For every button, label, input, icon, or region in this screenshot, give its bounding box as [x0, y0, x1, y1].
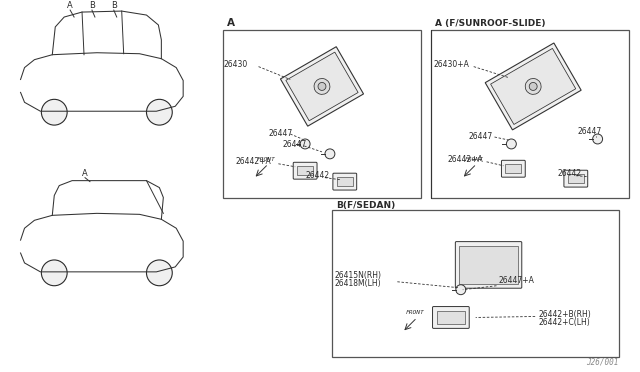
- Bar: [436, 311, 465, 324]
- Text: 26442+A: 26442+A: [236, 157, 271, 166]
- FancyBboxPatch shape: [293, 162, 317, 179]
- Circle shape: [42, 99, 67, 125]
- Circle shape: [593, 134, 603, 144]
- Text: FRONT: FRONT: [465, 157, 483, 162]
- Bar: [297, 166, 313, 175]
- Text: B(F/SEDAN): B(F/SEDAN): [336, 201, 395, 211]
- Circle shape: [42, 260, 67, 286]
- Text: 26447: 26447: [578, 127, 602, 136]
- Text: 26430+A: 26430+A: [433, 60, 469, 68]
- Text: 26442+C(LH): 26442+C(LH): [538, 318, 590, 327]
- Text: 26418M(LH): 26418M(LH): [335, 279, 381, 288]
- Text: A: A: [67, 1, 73, 10]
- Text: J26/001: J26/001: [586, 357, 618, 366]
- Text: 26415N(RH): 26415N(RH): [335, 271, 382, 280]
- Text: 26447+A: 26447+A: [499, 276, 534, 285]
- Text: 26430: 26430: [224, 60, 248, 68]
- FancyBboxPatch shape: [333, 173, 356, 190]
- Bar: [337, 177, 353, 186]
- Bar: [460, 246, 518, 284]
- Text: 26442: 26442: [558, 169, 582, 178]
- FancyBboxPatch shape: [502, 160, 525, 177]
- FancyBboxPatch shape: [564, 170, 588, 187]
- Circle shape: [147, 99, 172, 125]
- Bar: [223, 30, 421, 199]
- Bar: [332, 211, 620, 357]
- Circle shape: [325, 149, 335, 159]
- Circle shape: [318, 83, 326, 90]
- Circle shape: [147, 260, 172, 286]
- Text: 26442: 26442: [305, 171, 329, 180]
- Bar: [568, 174, 584, 183]
- Text: 26447: 26447: [268, 129, 292, 138]
- Text: A: A: [82, 169, 88, 178]
- FancyBboxPatch shape: [491, 48, 576, 125]
- Bar: [506, 164, 522, 173]
- Text: 26447: 26447: [282, 140, 307, 149]
- FancyBboxPatch shape: [485, 43, 581, 130]
- Text: 26447: 26447: [468, 132, 493, 141]
- Circle shape: [506, 139, 516, 149]
- FancyBboxPatch shape: [280, 47, 364, 126]
- Text: 26442+B(RH): 26442+B(RH): [538, 311, 591, 320]
- Text: FRONT: FRONT: [257, 157, 275, 162]
- Circle shape: [300, 139, 310, 149]
- Text: FRONT: FRONT: [405, 311, 424, 315]
- Text: A (F/SUNROOF-SLIDE): A (F/SUNROOF-SLIDE): [435, 19, 545, 28]
- Text: B: B: [111, 1, 116, 10]
- Circle shape: [456, 285, 466, 295]
- Bar: [431, 30, 629, 199]
- Text: 26442+A: 26442+A: [448, 155, 484, 164]
- FancyBboxPatch shape: [455, 241, 522, 288]
- Circle shape: [314, 78, 330, 94]
- Circle shape: [529, 83, 537, 90]
- Circle shape: [525, 78, 541, 94]
- Text: A: A: [227, 18, 235, 28]
- Text: B: B: [89, 1, 95, 10]
- FancyBboxPatch shape: [433, 307, 469, 328]
- FancyBboxPatch shape: [286, 52, 358, 121]
